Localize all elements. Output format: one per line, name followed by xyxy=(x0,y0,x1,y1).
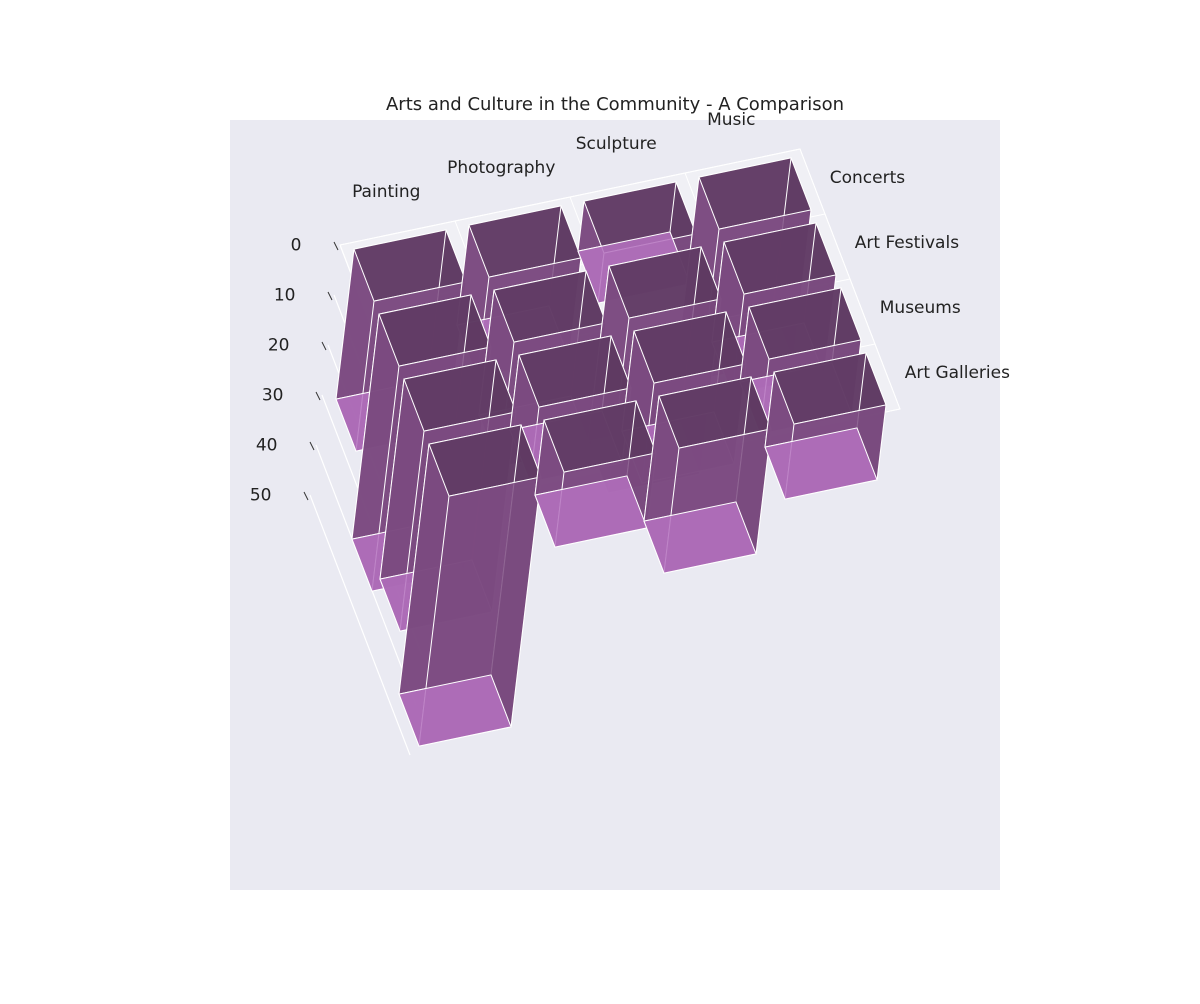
z-tick xyxy=(333,241,339,251)
bar-end xyxy=(643,501,757,574)
z-tick xyxy=(321,341,327,351)
z-tick-label: 10 xyxy=(274,285,296,305)
z-tick xyxy=(309,441,315,451)
z-tick-label: 20 xyxy=(268,335,290,355)
bar xyxy=(577,181,697,304)
bar xyxy=(398,424,542,747)
x-tick-label: Music xyxy=(707,110,755,130)
y-tick-label: Art Festivals xyxy=(855,233,959,253)
z-tick xyxy=(315,391,321,401)
z-tick-label: 50 xyxy=(250,485,272,505)
chart-title: Arts and Culture in the Community - A Co… xyxy=(386,94,844,115)
x-tick-label: Photography xyxy=(447,158,555,178)
y-tick-label: Art Galleries xyxy=(905,363,1010,383)
z-tick xyxy=(327,291,333,301)
bar-end xyxy=(764,427,878,500)
bar xyxy=(764,352,887,500)
y-tick-label: Museums xyxy=(880,298,961,318)
bar-end xyxy=(398,674,512,747)
bar xyxy=(643,376,772,574)
x-tick-label: Sculpture xyxy=(576,134,657,154)
grid-line xyxy=(309,494,411,756)
z-tick-label: 30 xyxy=(262,385,284,405)
x-tick-label: Painting xyxy=(352,182,420,202)
z-tick-label: 40 xyxy=(256,435,278,455)
z-tick xyxy=(303,491,309,501)
y-tick-label: Concerts xyxy=(830,168,906,188)
z-tick-label: 0 xyxy=(291,235,302,255)
bar xyxy=(534,400,657,548)
floor-line xyxy=(339,148,801,246)
